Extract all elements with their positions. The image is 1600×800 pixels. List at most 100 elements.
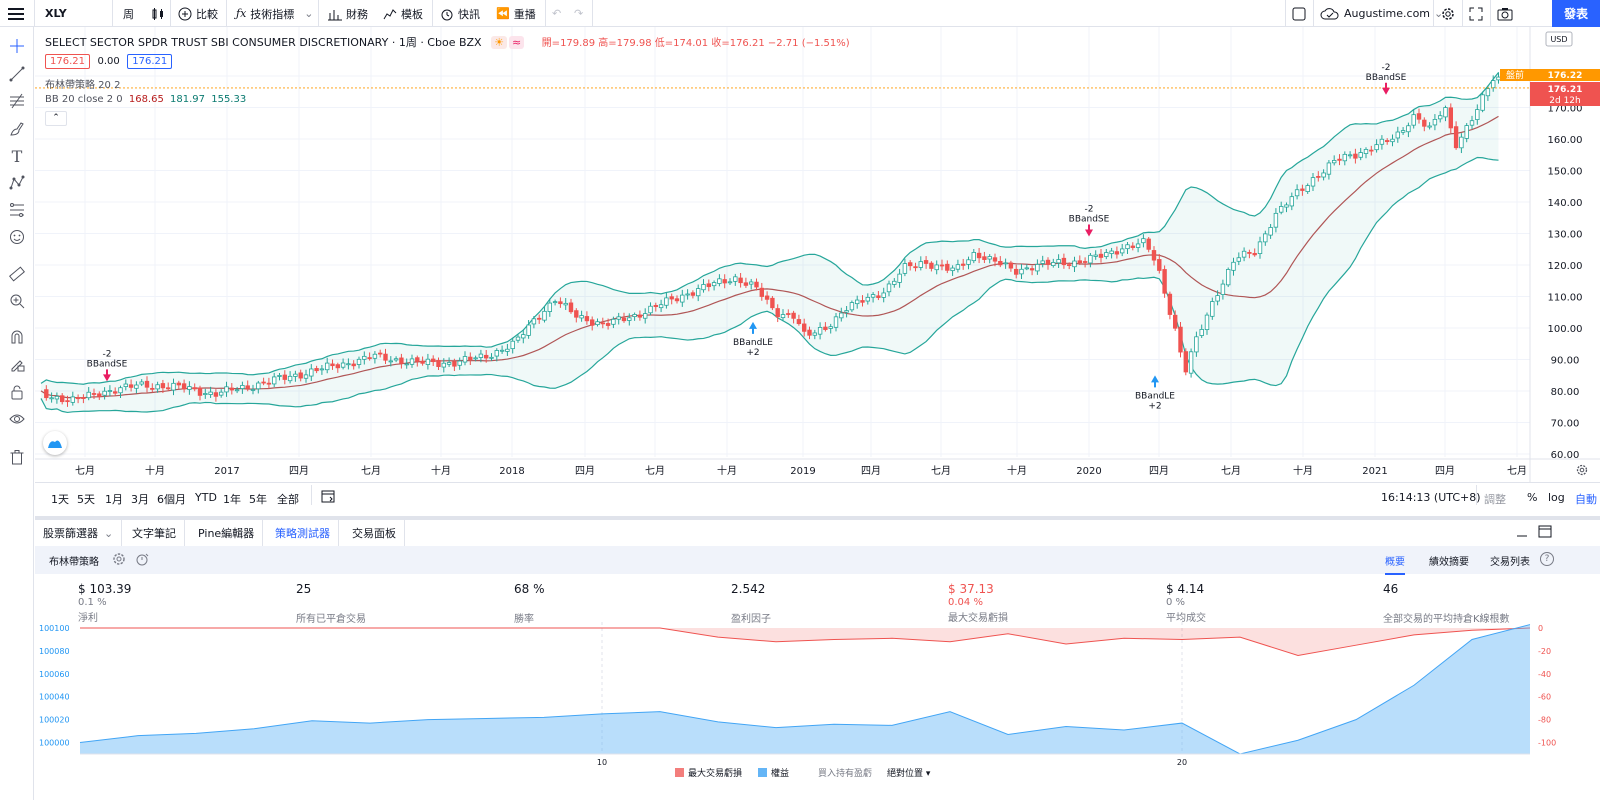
camera-icon[interactable]	[1497, 0, 1513, 27]
financials-button[interactable]: 財務	[328, 0, 368, 27]
range-6m[interactable]: 6個月	[157, 493, 186, 506]
metric-value: 68 %	[514, 582, 545, 596]
range-5d[interactable]: 5天	[77, 493, 95, 506]
minimize-panel-icon[interactable]	[1516, 526, 1528, 538]
publish-button[interactable]: 發表	[1552, 0, 1600, 27]
subtab-performance[interactable]: 績效摘要	[1429, 557, 1469, 568]
wave-icon[interactable]: ≈	[508, 36, 525, 49]
fib-icon[interactable]	[7, 91, 27, 111]
settings-gear-icon[interactable]	[1440, 0, 1456, 27]
candle-body	[1284, 204, 1289, 208]
account-button[interactable]: Augustime.com ⌄	[1320, 0, 1443, 27]
bb-legend[interactable]: BB 20 close 2 0 168.65 181.97 155.33	[45, 94, 246, 105]
prediction-icon[interactable]	[7, 200, 27, 220]
candle-body	[1475, 109, 1480, 120]
tab-text-notes[interactable]: 文字筆記	[124, 520, 185, 546]
tab-strategy-tester[interactable]: 策略測試器	[267, 520, 339, 546]
price-chart[interactable]: -2 BBandSE BBandLE +2 -2 BBandSE BBandLE +2 -2 BB…	[35, 27, 1600, 482]
layout-checkbox-icon[interactable]	[1292, 0, 1306, 27]
menu-icon[interactable]	[8, 0, 28, 27]
emoji-icon[interactable]	[7, 227, 27, 247]
metric-pct: 0.04 %	[948, 597, 983, 608]
range-1d[interactable]: 1天	[51, 493, 69, 506]
auto-toggle[interactable]: 自動	[1575, 493, 1597, 506]
candle-body	[218, 391, 224, 396]
candle-body	[383, 353, 388, 361]
maximize-panel-icon[interactable]	[1538, 525, 1552, 539]
trend-line-icon[interactable]	[7, 64, 27, 84]
interval-button[interactable]: 周	[123, 7, 134, 21]
tradingview-logo-icon[interactable]	[43, 431, 67, 455]
drawdown-tick: -60	[1538, 693, 1551, 702]
range-1y[interactable]: 1年	[223, 493, 241, 506]
range-5y[interactable]: 5年	[249, 493, 267, 506]
candle-body	[913, 266, 918, 269]
time-tick: 四月	[861, 465, 881, 477]
premarket-price: 176.22	[1548, 71, 1583, 81]
ruler-icon[interactable]	[7, 264, 27, 284]
symbol-search[interactable]: XLY	[45, 7, 67, 20]
crosshair-icon[interactable]	[7, 36, 27, 56]
brush-icon[interactable]	[7, 119, 27, 139]
adjust-toggle[interactable]: 調整	[1484, 493, 1506, 506]
trash-icon[interactable]	[7, 447, 27, 467]
zoom-in-icon[interactable]	[7, 291, 27, 311]
alert-button[interactable]: 快訊	[440, 0, 480, 27]
candle-body	[150, 387, 155, 390]
templates-button[interactable]: 模板	[383, 0, 423, 27]
candle-body	[81, 397, 86, 399]
strategy-alert-icon[interactable]	[135, 552, 149, 569]
magnet-icon[interactable]	[7, 327, 27, 347]
tab-pine-editor[interactable]: Pine編輯器	[190, 520, 264, 546]
sell-price-box[interactable]: 176.21	[45, 54, 90, 69]
range-1m[interactable]: 1月	[105, 493, 123, 506]
collapse-legend-button[interactable]: ⌃	[45, 111, 67, 126]
candle-body	[1257, 241, 1263, 255]
candle-body	[1294, 189, 1300, 197]
tab-screener[interactable]: 股票篩選器 ⌄	[35, 520, 123, 546]
candle-body	[1008, 262, 1014, 269]
strategy-settings-gear-icon[interactable]	[112, 552, 126, 569]
tab-trading-panel[interactable]: 交易面板	[344, 520, 405, 546]
candle-body	[616, 316, 621, 320]
lock-drawing-icon[interactable]	[7, 354, 27, 374]
candle-body	[611, 318, 616, 325]
candle-body	[1072, 260, 1077, 268]
signal-top-text: -2	[103, 349, 112, 359]
buy-price-box[interactable]: 176.21	[127, 54, 173, 69]
equity-chart[interactable]: 100100 100080 100060 100040 100020 100000 0 -20…	[35, 622, 1600, 800]
price-tick: 160.00	[1548, 135, 1583, 146]
range-3m[interactable]: 3月	[131, 493, 149, 506]
alarm-clock-icon	[441, 9, 453, 20]
redo-icon[interactable]: ↷	[574, 7, 584, 20]
indicators-button[interactable]: ƒx 技術指標 ⌄	[236, 0, 314, 27]
account-label: Augustime.com	[1344, 7, 1431, 20]
log-toggle[interactable]: log	[1548, 491, 1565, 504]
text-tool-icon[interactable]: T	[11, 146, 23, 166]
strategy-legend[interactable]: 布林帶策略 20 2	[45, 80, 121, 91]
clock-time[interactable]: 16:14:13 (UTC+8)	[1381, 491, 1481, 504]
pattern-icon[interactable]	[7, 173, 27, 193]
candle-body	[319, 368, 325, 371]
weather-icon[interactable]: ☀	[491, 36, 507, 49]
candle-body	[505, 348, 510, 352]
subtab-overview[interactable]: 概要	[1385, 553, 1405, 575]
replay-button[interactable]: ⏪ 重播	[496, 0, 536, 27]
range-ytd[interactable]: YTD	[195, 491, 217, 504]
lock-icon[interactable]	[7, 382, 27, 402]
fullscreen-icon[interactable]	[1469, 0, 1483, 27]
strategy-name[interactable]: 布林帶策略	[49, 557, 99, 568]
compare-button[interactable]: 比較	[178, 0, 218, 27]
percent-toggle[interactable]: %	[1527, 491, 1538, 504]
candlestick-chart[interactable]: -2BBandSEBBandLE+2-2BBandSEBBandLE+2-2BB…	[35, 27, 1600, 482]
candle-body	[256, 382, 261, 390]
range-all[interactable]: 全部	[277, 493, 299, 506]
chart-type-button[interactable]	[151, 0, 165, 27]
goto-date-icon[interactable]	[321, 489, 335, 506]
eye-icon[interactable]	[7, 409, 27, 429]
candle-body	[536, 317, 542, 320]
candle-body	[764, 295, 770, 300]
subtab-trade-list[interactable]: 交易列表	[1490, 557, 1530, 568]
help-icon[interactable]: ?	[1540, 552, 1554, 566]
undo-icon[interactable]: ↶	[552, 7, 562, 20]
